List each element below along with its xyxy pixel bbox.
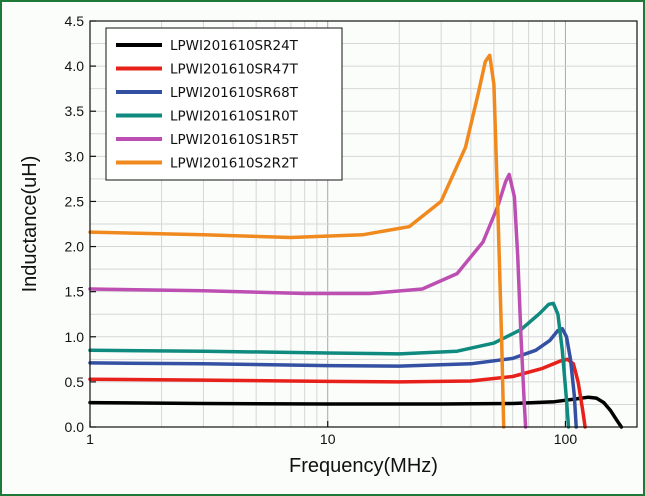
y-tick-label: 2.0 xyxy=(65,239,85,255)
legend-label: LPWI201610S1R5T xyxy=(170,132,299,148)
series-line xyxy=(88,357,587,429)
y-tick-label: 4.5 xyxy=(65,13,85,29)
x-axis-label: Frequency(MHz) xyxy=(289,455,438,477)
legend-box xyxy=(105,27,343,181)
y-tick-label: 3.0 xyxy=(65,148,85,164)
y-tick-label: 3.5 xyxy=(65,103,85,119)
series-line xyxy=(88,172,528,429)
series-line xyxy=(88,301,571,429)
series-line xyxy=(88,395,624,429)
x-tick-label: 100 xyxy=(554,431,578,447)
x-tick-label: 1 xyxy=(86,431,94,447)
series-line xyxy=(88,53,506,429)
legend-label: LPWI201610S2R2T xyxy=(170,156,299,172)
y-tick-label: 1.5 xyxy=(65,284,85,300)
y-tick-label: 1.0 xyxy=(65,329,85,345)
plot-area-border xyxy=(89,20,638,428)
y-tick-label: 0.5 xyxy=(65,374,85,390)
series-line xyxy=(88,326,578,429)
x-tick-label: 10 xyxy=(320,431,336,447)
axis-ticks: 0.0 0.5 1.0 1.5 2.0 2.5 3.0 3.5 4.0 4.5 1 10 100 xyxy=(65,13,578,447)
legend-label: LPWI201610SR47T xyxy=(170,62,299,78)
y-axis-label: Inductance(uH) xyxy=(19,156,41,293)
legend-label: LPWI201610SR24T xyxy=(170,38,299,54)
legend-label: LPWI201610SR68T xyxy=(170,85,299,101)
y-tick-label: 2.5 xyxy=(65,193,85,209)
legend: LPWI201610SR24T LPWI201610SR47T LPWI201610… xyxy=(105,27,343,181)
y-tick-label: 0.0 xyxy=(65,419,85,435)
series-lines xyxy=(88,53,624,429)
legend-label: LPWI201610S1R0T xyxy=(170,109,299,125)
y-tick-label: 4.0 xyxy=(65,58,85,74)
